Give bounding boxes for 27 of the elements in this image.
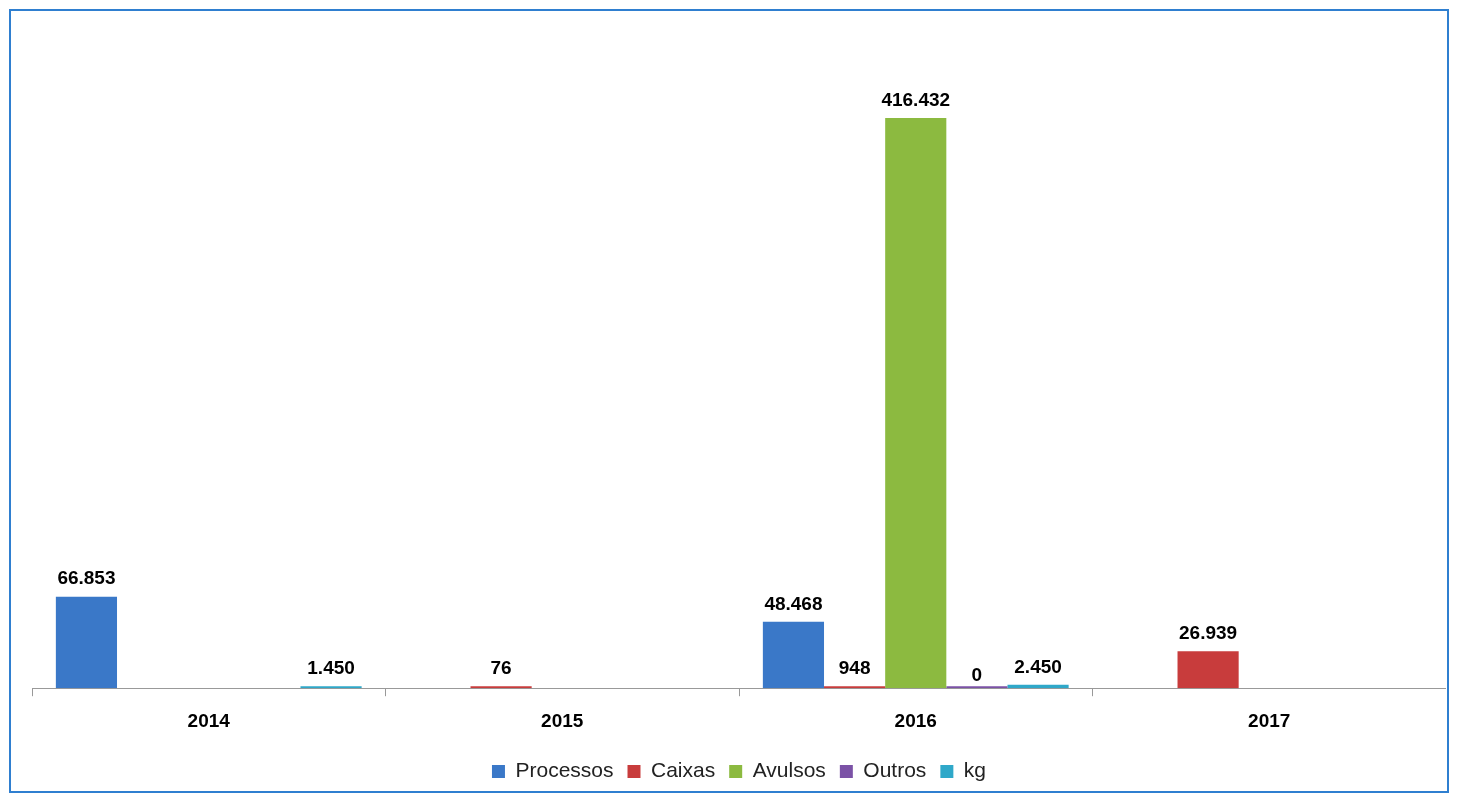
legend-label: Avulsos [752,758,826,782]
x-tick-label: 2015 [541,709,584,731]
bar [1007,684,1069,689]
x-tick-label: 2014 [187,709,231,731]
data-label: 26.939 [1179,622,1238,644]
x-tick-label: 2017 [1248,709,1291,731]
legend-label: kg [963,758,987,782]
data-label: 0 [971,663,983,685]
bar [946,686,1008,689]
data-label: 76 [490,656,512,678]
bar [1177,651,1239,689]
bar [300,686,362,689]
bar [470,686,532,689]
legend-label: Processos [515,758,614,782]
legend-label: Outros [863,758,927,782]
bar [824,686,886,689]
data-label: 2.450 [1014,655,1062,677]
data-label: 48.468 [764,592,823,614]
data-label: 416.432 [881,88,951,110]
data-label: 948 [838,656,871,678]
bar [885,117,947,689]
legend-label: Caixas [651,758,716,782]
data-label: 66.853 [57,567,116,589]
data-label: 1.450 [307,656,355,678]
bar [55,596,118,689]
bar [762,621,825,689]
x-tick-label: 2016 [894,709,937,731]
